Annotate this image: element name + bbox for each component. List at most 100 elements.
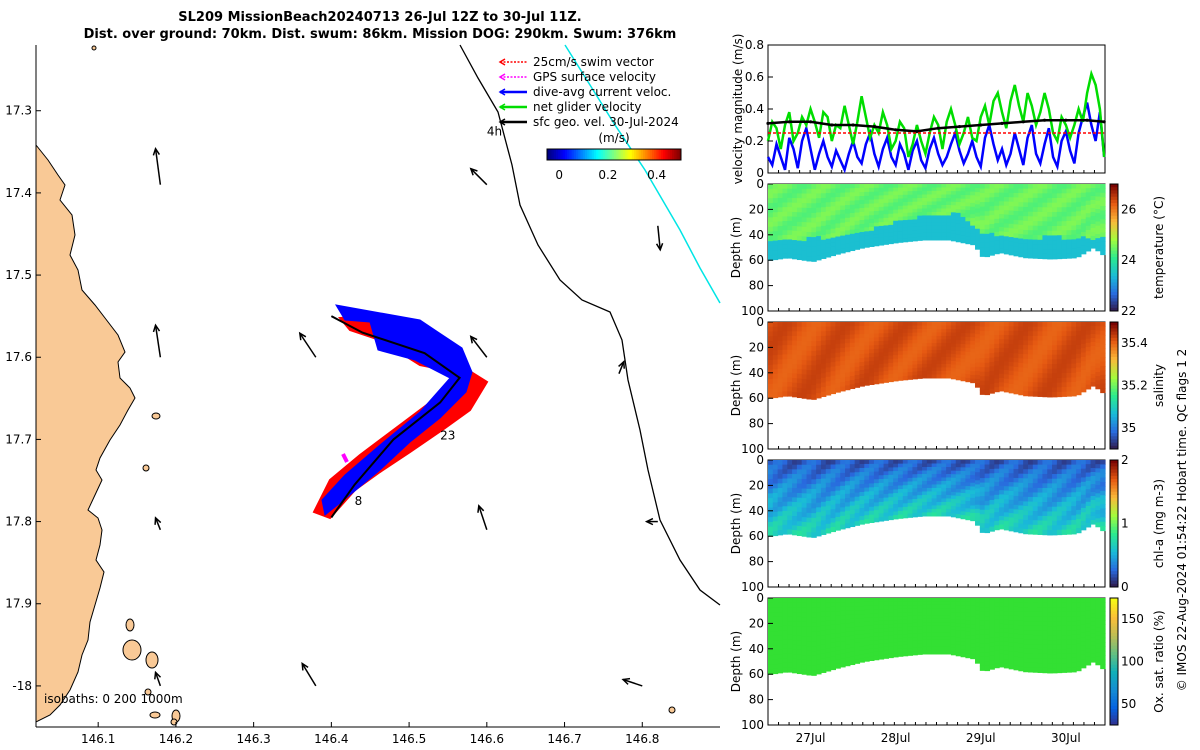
- section-cell: [917, 346, 923, 351]
- section-cell: [772, 635, 779, 642]
- section-cell: [941, 363, 947, 369]
- section-cell: [796, 188, 803, 195]
- section-cell: [806, 508, 812, 514]
- section-cell: [869, 211, 875, 216]
- section-cell: [864, 601, 870, 607]
- section-cell: [1032, 478, 1039, 484]
- section-cell: [1042, 354, 1048, 360]
- section-cell: [1042, 473, 1048, 480]
- section-cell: [1008, 477, 1015, 483]
- section-cell: [777, 188, 784, 194]
- section-cell: [902, 514, 909, 519]
- section-cell: [1027, 220, 1034, 227]
- section-cell: [965, 359, 971, 364]
- section-cell: [979, 229, 986, 235]
- island-2: [125, 618, 135, 632]
- section-cell: [859, 204, 865, 209]
- colorbar-cell: [665, 149, 669, 160]
- colorbar-cell: [551, 149, 555, 160]
- section-cell: [1095, 334, 1101, 340]
- section-cell: [820, 193, 827, 199]
- section-cell: [941, 643, 947, 648]
- section-cell: [955, 474, 962, 479]
- section-cell: [859, 476, 865, 481]
- section-cell: [1056, 239, 1063, 246]
- section-cell: [950, 226, 957, 231]
- section-cell: [782, 487, 788, 493]
- section-cell: [772, 202, 779, 209]
- section-cell: [1013, 228, 1019, 234]
- section-cell: [796, 212, 803, 218]
- section-cell: [970, 187, 976, 193]
- section-cell: [777, 221, 784, 227]
- section-cell: [845, 627, 851, 633]
- section-cell: [1032, 497, 1039, 503]
- section-cell: [1071, 230, 1077, 236]
- section-cell: [1052, 368, 1058, 375]
- section-cell: [869, 460, 875, 465]
- section-colorbar-cell: [1110, 510, 1118, 515]
- section-cell: [1047, 668, 1053, 674]
- section-cell: [1023, 372, 1029, 378]
- section-cell: [811, 498, 817, 505]
- section-cell: [960, 354, 966, 360]
- section-cell: [965, 508, 971, 513]
- section-cell: [931, 363, 938, 369]
- section-cell: [806, 336, 812, 342]
- section-cell: [912, 357, 918, 362]
- section-cell: [960, 187, 966, 192]
- section-cell: [931, 622, 938, 627]
- section-cell: [893, 231, 899, 237]
- colorbar-cell: [636, 149, 640, 160]
- section-cell: [1095, 606, 1101, 612]
- section-cell: [825, 629, 832, 636]
- section-cell: [1052, 649, 1058, 655]
- section-cell: [801, 322, 808, 328]
- map-xtick-label-5: 146.6: [470, 732, 504, 746]
- section-cell: [1090, 322, 1096, 327]
- section-cell: [883, 348, 889, 353]
- section-cell: [782, 354, 788, 360]
- section-cell: [897, 347, 904, 352]
- section-cell: [1071, 368, 1077, 374]
- section-colorbar-cell: [1110, 331, 1118, 336]
- section-cell: [796, 488, 803, 494]
- section-cell: [926, 608, 933, 613]
- section-cell: [806, 222, 812, 228]
- section-colorbar-cell: [1110, 334, 1118, 339]
- section-cell: [1018, 371, 1024, 378]
- section-cell: [926, 508, 933, 513]
- section-colorbar-cell: [1110, 344, 1118, 348]
- velocity-series-0: [766, 102, 1106, 174]
- section-cell: [777, 616, 784, 622]
- section-cell: [772, 322, 779, 328]
- section-cell: [1008, 504, 1015, 510]
- section-cell: [854, 504, 861, 510]
- section-cell: [777, 392, 784, 398]
- section-cell: [1027, 326, 1034, 332]
- section-cell: [931, 215, 938, 220]
- section-cell: [820, 368, 827, 374]
- section-cell: [1042, 598, 1048, 604]
- section-cell: [792, 202, 798, 208]
- section-colorbar-cell: [1110, 341, 1118, 345]
- section-cell: [878, 505, 885, 511]
- section-cell: [979, 616, 986, 622]
- section-cell: [965, 355, 971, 360]
- section-cell: [1090, 195, 1096, 201]
- section-cell: [830, 624, 836, 630]
- section-ytick-label-1-2: 40: [749, 366, 764, 380]
- section-cell: [936, 360, 942, 365]
- section-cell: [975, 630, 981, 636]
- section-cell: [941, 184, 947, 189]
- section-cell: [926, 367, 933, 372]
- section-cell: [782, 529, 788, 535]
- section-cell: [811, 513, 817, 519]
- section-cell: [1042, 184, 1048, 190]
- section-cell: [864, 345, 870, 351]
- geo-vector-8: [478, 505, 488, 531]
- section-cell: [869, 364, 875, 370]
- section-cell: [1037, 525, 1044, 531]
- section-cell: [1066, 473, 1072, 480]
- section-cell: [1071, 460, 1077, 466]
